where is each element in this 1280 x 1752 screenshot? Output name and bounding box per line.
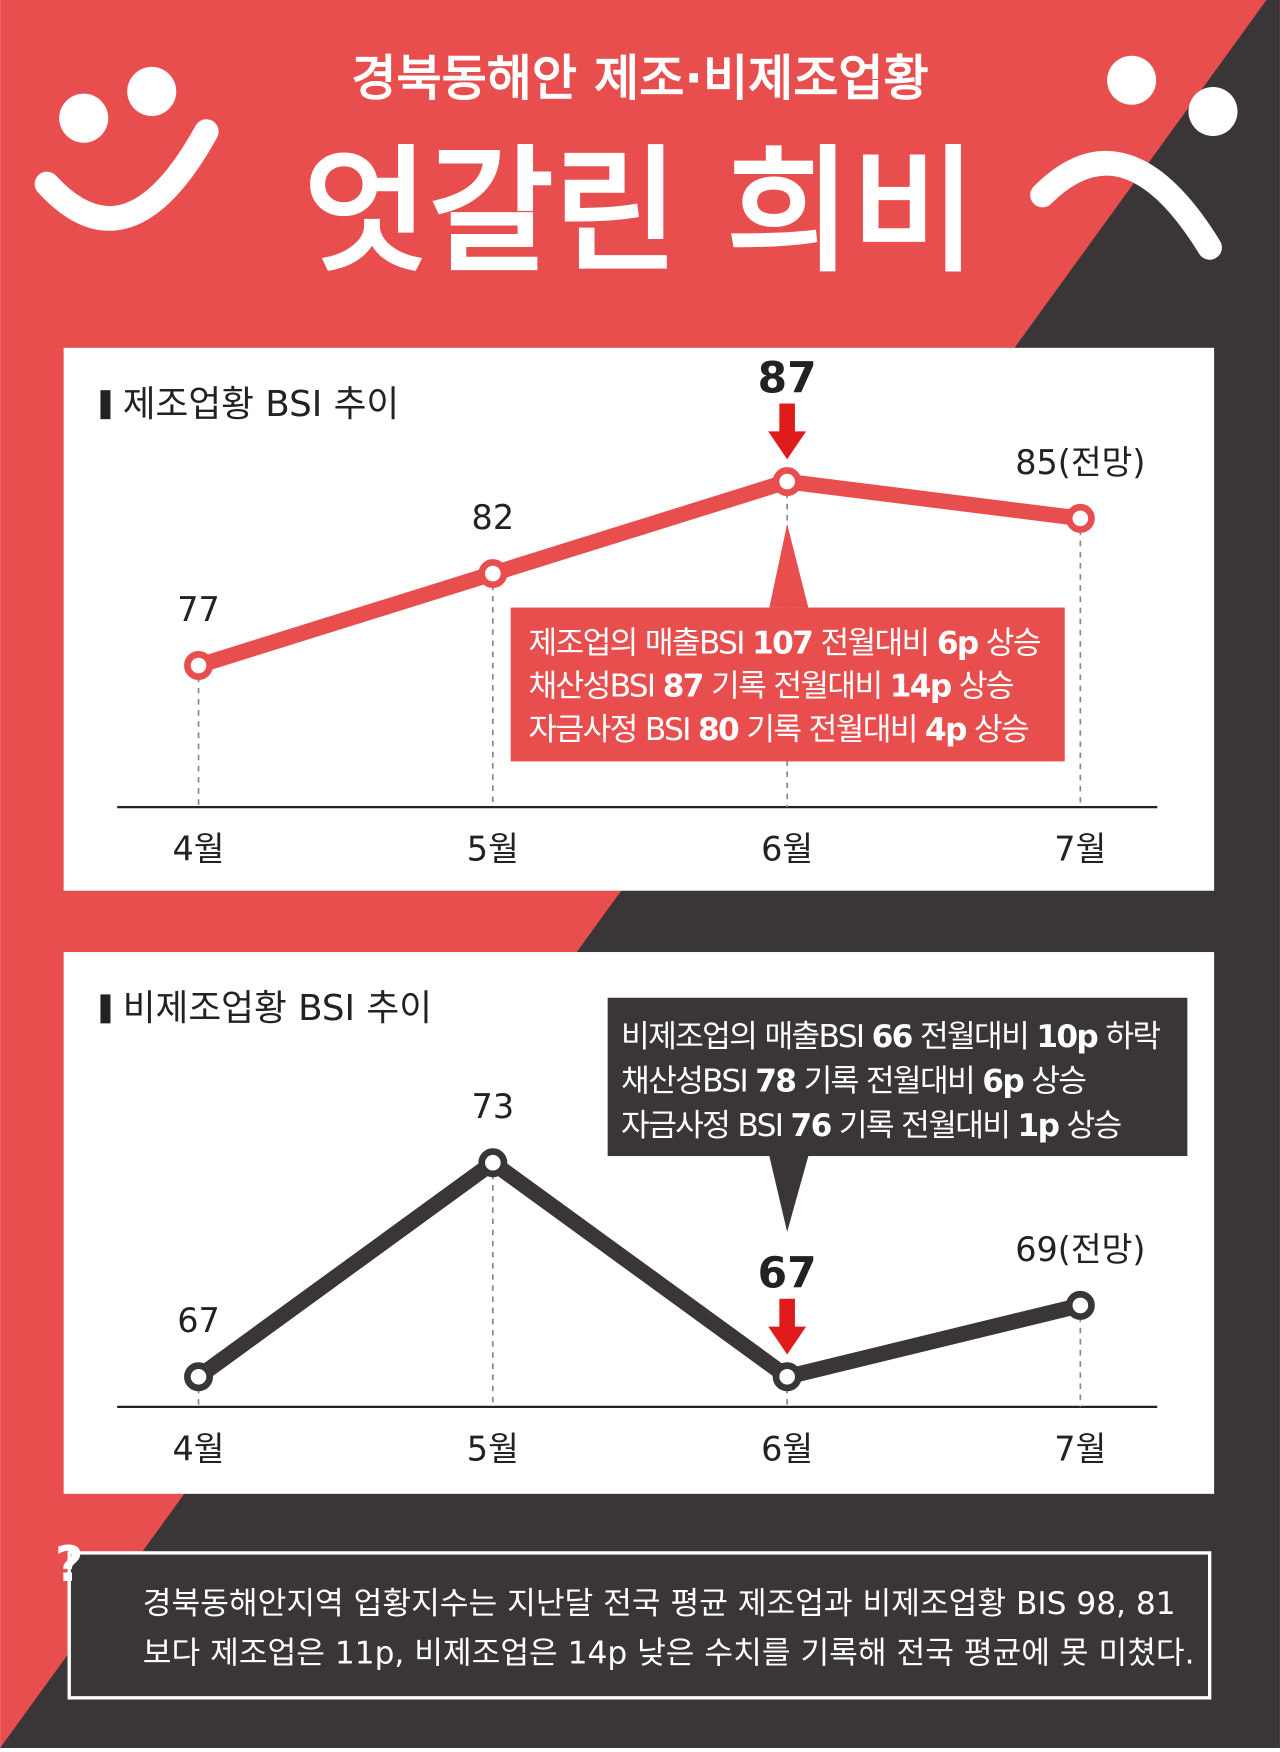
chart-title: 비제조업황 BSI 추이 [123, 988, 432, 1029]
annotation-text: 78 [755, 1063, 795, 1099]
annotation-text: 자금사정 BSI [621, 1108, 790, 1144]
data-point [1065, 503, 1095, 533]
annotation-text: 10p [1036, 1019, 1097, 1055]
highlight-arrow [768, 403, 807, 460]
annotation-text: 자금사정 BSI [529, 712, 698, 748]
title-marker [100, 994, 111, 1024]
annotation-text: 상승 [1023, 1063, 1086, 1099]
annotation-text: 기록 전월대비 [831, 1108, 1018, 1144]
footer-line: 보다 제조업은 11p, 비제조업은 14p 낮은 수치를 기록해 전국 평균에… [143, 1635, 1195, 1671]
frown-face [1030, 55, 1238, 260]
smile-face [34, 66, 219, 231]
footer-box [67, 1551, 1212, 1700]
annotation-text: 76 [791, 1108, 832, 1144]
annotation-line: 채산성BSI 87 기록 전월대비 14p 상승 [529, 669, 1014, 705]
value-label: 85(전망) [1015, 443, 1145, 482]
series-line [193, 1154, 1083, 1385]
annotation-text: 80 [698, 712, 739, 748]
x-tick-label: 6월 [761, 1429, 813, 1468]
value-label: 82 [472, 498, 515, 537]
annotation-pointer [769, 1156, 809, 1232]
annotation-text: 상승 [966, 712, 1029, 748]
data-point [184, 651, 214, 681]
annotation-text: 107 [752, 625, 812, 661]
annotation-pointer [769, 523, 809, 608]
annotation-text: 상승 [978, 625, 1041, 661]
chart-title: 제조업황 BSI 추이 [123, 384, 399, 425]
annotation-line: 채산성BSI 78 기록 전월대비 6p 상승 [621, 1063, 1086, 1099]
annotation-text: 전월대비 [812, 625, 937, 661]
title: 엇갈린 희비 [304, 134, 977, 292]
title-marker [100, 390, 111, 420]
annotation-text: 87 [663, 669, 703, 705]
annotation-text: 채산성BSI [529, 669, 663, 705]
annotation-text: 1p [1018, 1108, 1059, 1144]
x-tick-label: 5월 [467, 830, 519, 869]
annotation-text: 기록 전월대비 [738, 712, 925, 748]
highlight-value-label: 87 [758, 353, 817, 402]
annotation-text: 6p [937, 625, 978, 661]
data-point [478, 559, 508, 589]
annotation-text: 전월대비 [912, 1019, 1037, 1055]
annotation-text: 기록 전월대비 [703, 669, 890, 705]
annotation-box [607, 997, 1188, 1157]
x-tick-label: 7월 [1054, 830, 1106, 869]
x-tick-label: 5월 [467, 1429, 519, 1468]
annotation-text: 상승 [1058, 1108, 1121, 1144]
footer-line: 경북동해안지역 업황지수는 지난달 전국 평균 제조업과 비제조업황 BIS 9… [143, 1586, 1176, 1622]
highlight-arrow [768, 1298, 807, 1355]
annotation-text: 4p [925, 712, 966, 748]
data-point [1065, 1290, 1095, 1320]
value-label: 69(전망) [1015, 1230, 1145, 1269]
annotation-text: 66 [872, 1019, 913, 1055]
data-point [772, 467, 802, 497]
subtitle: 경북동해안 제조·비제조업황 [351, 49, 928, 107]
x-tick-label: 6월 [761, 830, 813, 869]
annotation-text: 기록 전월대비 [795, 1063, 982, 1099]
annotation-text: 제조업의 매출BSI [529, 625, 753, 661]
annotation-text: 상승 [951, 669, 1014, 705]
annotation-text: 비제조업의 매출BSI [621, 1019, 872, 1055]
footer-mark: ? [55, 1535, 83, 1593]
annotation-text: 14p [890, 669, 951, 705]
annotation-text: 하락 [1097, 1019, 1160, 1055]
x-tick-label: 7월 [1054, 1429, 1106, 1468]
annotation-text: 6p [982, 1063, 1023, 1099]
value-label: 73 [472, 1087, 515, 1126]
data-point [772, 1362, 802, 1392]
highlight-value-label: 67 [758, 1249, 817, 1298]
data-point [478, 1148, 508, 1178]
annotation-text: 채산성BSI [621, 1063, 755, 1099]
value-label: 67 [177, 1301, 220, 1340]
x-tick-label: 4월 [173, 830, 225, 869]
data-point [184, 1362, 214, 1392]
annotation-line: 제조업의 매출BSI 107 전월대비 6p 상승 [529, 625, 1041, 661]
annotation-line: 자금사정 BSI 76 기록 전월대비 1p 상승 [621, 1108, 1121, 1144]
value-label: 77 [177, 590, 220, 629]
annotation-line: 비제조업의 매출BSI 66 전월대비 10p 하락 [621, 1019, 1160, 1055]
series-line [196, 473, 1082, 673]
x-tick-label: 4월 [173, 1429, 225, 1468]
annotation-box [510, 607, 1065, 762]
annotation-line: 자금사정 BSI 80 기록 전월대비 4p 상승 [529, 712, 1029, 748]
